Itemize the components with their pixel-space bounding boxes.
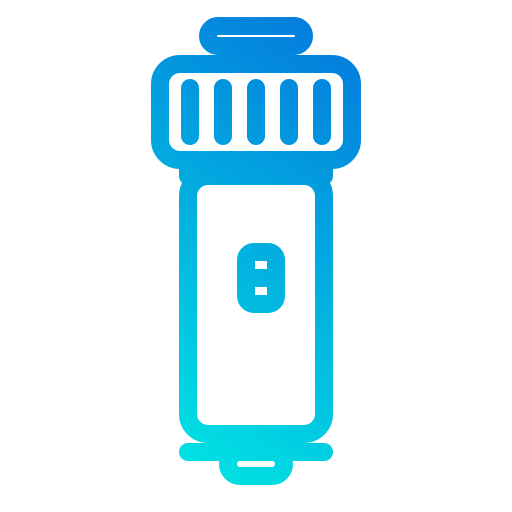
flashlight-icon <box>0 0 512 512</box>
flashlight-icon <box>0 0 512 512</box>
